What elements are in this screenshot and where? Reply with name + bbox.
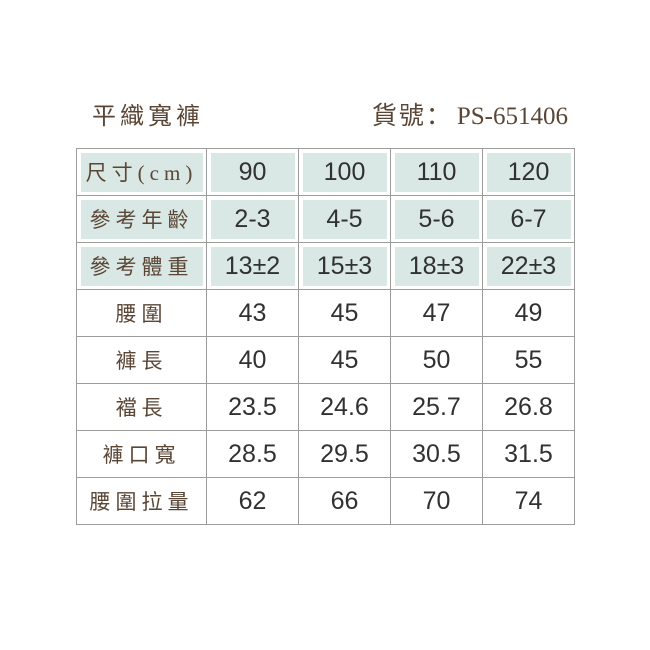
value-cell: 31.5 (482, 430, 575, 478)
value-cell: 28.5 (206, 430, 299, 478)
value-cell: 50 (390, 336, 483, 384)
sku-label: 貨號： (371, 103, 453, 130)
value-cell: 100 (298, 148, 391, 196)
value-cell: 70 (390, 477, 483, 525)
value-cell: 120 (482, 148, 575, 196)
table-row-pants-length: 褲長 40 45 50 55 (76, 336, 575, 384)
value-cell: 45 (298, 289, 391, 337)
value-cell: 13±2 (206, 242, 299, 290)
table-row-leg-opening: 褲口寬 28.5 29.5 30.5 31.5 (76, 430, 575, 478)
value-cell: 30.5 (390, 430, 483, 478)
product-title: 平織寬褲 (92, 104, 204, 130)
row-label-cell: 參考體重 (76, 242, 207, 290)
value-cell: 5-6 (390, 195, 483, 243)
value-cell: 2-3 (206, 195, 299, 243)
value-cell: 15±3 (298, 242, 391, 290)
value-cell: 40 (206, 336, 299, 384)
value-cell: 74 (482, 477, 575, 525)
value-cell: 43 (206, 289, 299, 337)
value-cell: 90 (206, 148, 299, 196)
value-cell: 26.8 (482, 383, 575, 431)
sku-value: PS-651406 (456, 103, 568, 130)
sku: 貨號： PS-651406 (372, 96, 568, 132)
row-label-cell: 褲口寬 (76, 430, 207, 478)
row-label-cell: 腰圍拉量 (76, 477, 207, 525)
row-label-cell: 參考年齡 (76, 195, 207, 243)
value-cell: 66 (298, 477, 391, 525)
row-label-cell: 尺寸(cm) (76, 148, 207, 196)
table-row-size: 尺寸(cm) 90 100 110 120 (76, 148, 575, 196)
table-row-age: 參考年齡 2-3 4-5 5-6 6-7 (76, 195, 575, 243)
value-cell: 55 (482, 336, 575, 384)
value-cell: 47 (390, 289, 483, 337)
size-chart-table: 尺寸(cm) 90 100 110 120 參考年齡 2-3 4-5 5-6 6… (76, 148, 575, 525)
value-cell: 6-7 (482, 195, 575, 243)
value-cell: 18±3 (390, 242, 483, 290)
value-cell: 23.5 (206, 383, 299, 431)
table-row-waist-stretch: 腰圍拉量 62 66 70 74 (76, 477, 575, 525)
value-cell: 25.7 (390, 383, 483, 431)
table-row-crotch-length: 襠長 23.5 24.6 25.7 26.8 (76, 383, 575, 431)
row-label-cell: 襠長 (76, 383, 207, 431)
table-row-waist: 腰圍 43 45 47 49 (76, 289, 575, 337)
value-cell: 49 (482, 289, 575, 337)
value-cell: 62 (206, 477, 299, 525)
value-cell: 24.6 (298, 383, 391, 431)
header-bar: 平織寬褲 貨號： PS-651406 (92, 96, 568, 132)
value-cell: 45 (298, 336, 391, 384)
value-cell: 4-5 (298, 195, 391, 243)
value-cell: 29.5 (298, 430, 391, 478)
table-row-weight: 參考體重 13±2 15±3 18±3 22±3 (76, 242, 575, 290)
value-cell: 110 (390, 148, 483, 196)
row-label-cell: 褲長 (76, 336, 207, 384)
row-label-cell: 腰圍 (76, 289, 207, 337)
value-cell: 22±3 (482, 242, 575, 290)
